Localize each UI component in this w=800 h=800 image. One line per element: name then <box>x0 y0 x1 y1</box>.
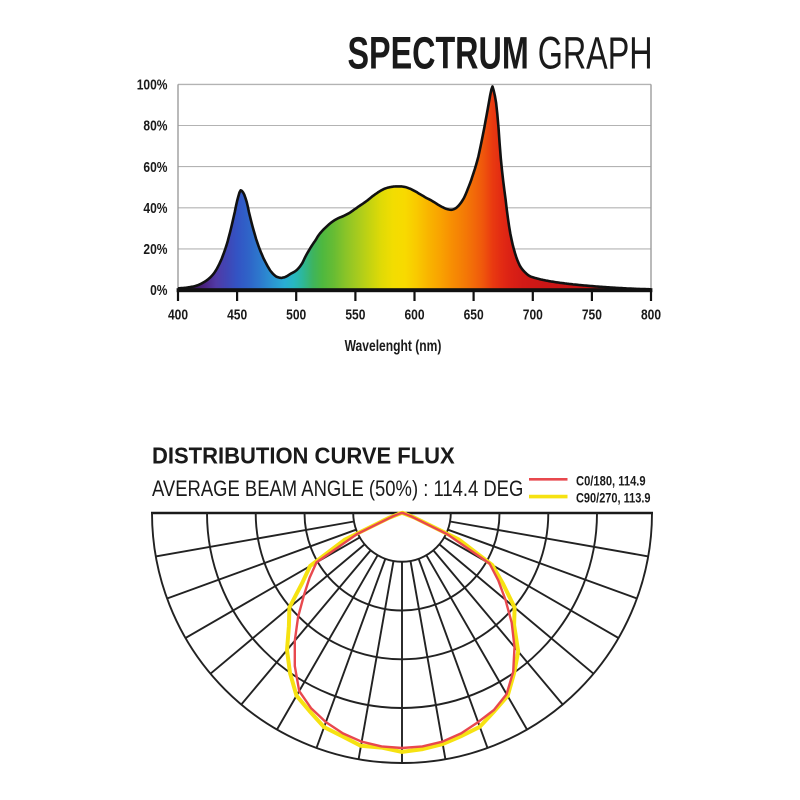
svg-text:80%: 80% <box>143 118 167 134</box>
svg-text:60%: 60% <box>143 159 167 175</box>
svg-text:DISTRIBUTION CURVE FLUX: DISTRIBUTION CURVE FLUX <box>152 443 455 469</box>
svg-text:750: 750 <box>582 306 602 322</box>
svg-text:600: 600 <box>404 306 424 322</box>
svg-text:450: 450 <box>227 306 247 322</box>
svg-text:AVERAGE BEAM ANGLE (50%) : 11: AVERAGE BEAM ANGLE (50%) : 114.4 DEG <box>152 476 523 501</box>
svg-text:SPECTRUM GRAPH: SPECTRUM GRAPH <box>348 30 653 79</box>
svg-text:C0/180, 114.9: C0/180, 114.9 <box>576 473 646 488</box>
svg-text:20%: 20% <box>143 241 167 257</box>
svg-text:700: 700 <box>523 306 543 322</box>
svg-text:650: 650 <box>464 306 484 322</box>
svg-text:0%: 0% <box>150 282 168 298</box>
svg-text:550: 550 <box>345 306 365 322</box>
svg-text:40%: 40% <box>143 200 167 216</box>
svg-text:500: 500 <box>286 306 306 322</box>
svg-text:100%: 100% <box>137 77 168 93</box>
svg-text:400: 400 <box>168 306 188 322</box>
svg-text:800: 800 <box>641 306 661 322</box>
svg-text:C90/270, 113.9: C90/270, 113.9 <box>576 490 651 506</box>
svg-text:Wavelenght (nm): Wavelenght (nm) <box>345 337 442 355</box>
